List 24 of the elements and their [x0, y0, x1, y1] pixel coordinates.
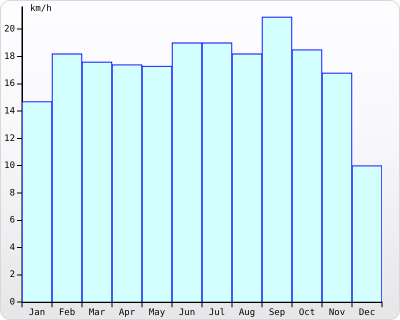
y-tick-label: 2 [10, 270, 15, 280]
x-tick-label: Sep [268, 308, 286, 318]
x-tick-label: May [148, 308, 166, 318]
y-tick-label: 14 [4, 106, 15, 116]
x-tick-label: Jan [28, 308, 46, 318]
x-tick-label: Jun [178, 308, 196, 318]
y-axis-title: km/h [30, 4, 52, 14]
x-tick-label: Apr [118, 308, 136, 318]
x-tick-label: Aug [238, 308, 256, 318]
y-tick-label: 8 [10, 188, 15, 198]
x-tick-label: Dec [358, 308, 376, 318]
y-tick-label: 6 [10, 216, 15, 226]
y-tick-label: 12 [4, 134, 15, 144]
y-tick-label: 4 [10, 242, 15, 253]
y-tick-label: 16 [4, 79, 15, 90]
x-tick-label: Feb [58, 308, 76, 318]
x-tick-label: Mar [88, 308, 106, 318]
y-tick-label: 20 [4, 24, 15, 35]
x-tick-label: Nov [328, 308, 346, 318]
y-tick-label: 0 [10, 298, 15, 308]
y-tick-label: 18 [4, 52, 15, 62]
x-tick-label: Jul [208, 308, 226, 318]
x-tick-label: Oct [298, 308, 316, 318]
y-tick-label: 10 [4, 161, 15, 172]
